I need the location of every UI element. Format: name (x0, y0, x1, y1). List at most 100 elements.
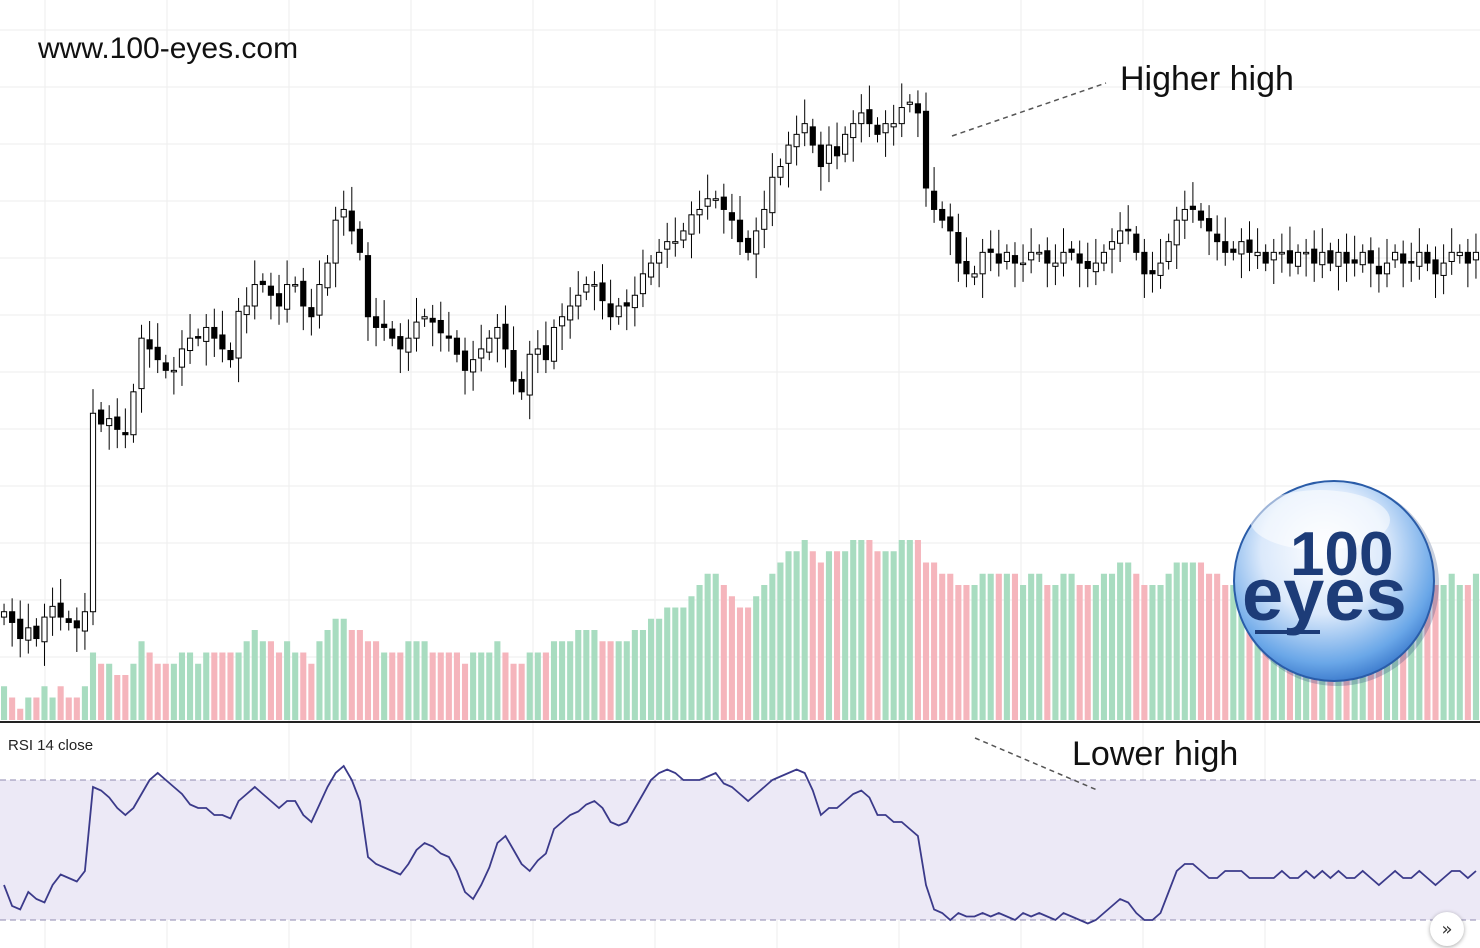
volume-bar (850, 540, 857, 720)
candle-body (656, 251, 663, 264)
candle-body (308, 307, 315, 318)
volume-bar (1052, 585, 1059, 720)
volume-bar (1157, 585, 1164, 720)
volume-bar (559, 641, 566, 720)
candle-body (17, 618, 24, 640)
volume-bar (995, 573, 1002, 720)
volume-bar (542, 652, 549, 720)
volume-bar (761, 585, 768, 720)
candle-body (251, 284, 258, 307)
candle-body (825, 144, 833, 164)
volume-bar (664, 607, 671, 720)
candle-body (1359, 251, 1366, 266)
volume-bar (947, 573, 954, 720)
candle-body (1367, 250, 1374, 264)
candle-body (631, 294, 638, 309)
volume-bar (1084, 585, 1091, 720)
candle-body (397, 336, 404, 350)
candle-body (623, 302, 630, 307)
volume-bar (33, 697, 40, 720)
volume-bar (1440, 585, 1447, 720)
volume-bar (753, 596, 760, 720)
candle-body (583, 284, 590, 293)
volume-bar (356, 630, 363, 720)
volume-bar (777, 562, 784, 720)
volume-bar (381, 652, 388, 720)
volume-bar (842, 551, 849, 720)
volume-bar (567, 641, 574, 720)
volume-bar (170, 663, 177, 720)
candle-body (1464, 251, 1471, 264)
candle-body (518, 378, 525, 393)
candle-body (195, 336, 202, 339)
candle-body (461, 350, 469, 371)
volume-bar (623, 641, 630, 720)
candle-body (979, 251, 986, 275)
higher-high-annotation: Higher high (1120, 60, 1294, 98)
volume-bar (332, 618, 339, 720)
volume-bar (817, 562, 824, 720)
volume-bar (138, 641, 145, 720)
volume-bar (575, 630, 582, 720)
volume-bar (979, 573, 986, 720)
volume-bar (106, 663, 113, 720)
candle-body (219, 334, 226, 350)
volume-bar (195, 663, 202, 720)
volume-bar (906, 540, 913, 720)
100-eyes-logo: 100 eyes (1233, 480, 1439, 686)
candle-body (793, 133, 800, 148)
candle-body (1084, 260, 1091, 269)
volume-bar (1464, 585, 1471, 720)
volume-bar (1076, 585, 1083, 720)
candle-body (890, 123, 897, 128)
candle-body (275, 293, 283, 307)
volume-bar (696, 585, 703, 720)
candle-body (203, 326, 210, 342)
volume-bar (73, 697, 80, 720)
candle-body (987, 248, 994, 253)
volume-bar (518, 663, 525, 720)
candle-body (1108, 241, 1116, 250)
volume-bar (898, 540, 905, 720)
volume-bar (963, 585, 970, 720)
candle-body (728, 212, 736, 221)
volume-bar (316, 641, 323, 720)
volume-bar (510, 663, 517, 720)
candle-body (381, 323, 388, 328)
candle-body (122, 432, 129, 436)
volume-bar (1011, 573, 1019, 720)
candle-body (1286, 250, 1294, 264)
candle-body (955, 232, 962, 264)
candle-body (1117, 230, 1124, 244)
candle-body (284, 284, 291, 310)
candle-body (1238, 241, 1245, 255)
candle-body (1003, 251, 1010, 262)
volume-bar (720, 585, 727, 720)
volume-bar (122, 675, 129, 720)
candle-body (413, 321, 420, 339)
scroll-to-latest-button[interactable]: » (1430, 912, 1464, 946)
volume-bar (1181, 562, 1188, 720)
candle-body (939, 208, 946, 221)
candle-body (1222, 241, 1229, 253)
candle-body (494, 326, 501, 339)
volume-bar (534, 652, 541, 720)
candle-body (437, 319, 444, 334)
candle-body (1408, 260, 1415, 264)
volume-bar (882, 551, 889, 720)
candle-body (300, 280, 307, 307)
volume-bar (615, 641, 622, 720)
candle-body (761, 208, 768, 230)
candle-body (154, 346, 161, 361)
candle-body (146, 339, 153, 350)
volume-bar (1117, 562, 1124, 720)
volume-bar (736, 607, 744, 720)
candle-body (898, 107, 905, 125)
candle-body (1230, 248, 1237, 253)
volume-bar (453, 652, 460, 720)
candle-body (769, 176, 776, 214)
candle-body (1335, 251, 1342, 267)
volume-bar (1028, 573, 1035, 720)
candle-body (1205, 218, 1213, 232)
